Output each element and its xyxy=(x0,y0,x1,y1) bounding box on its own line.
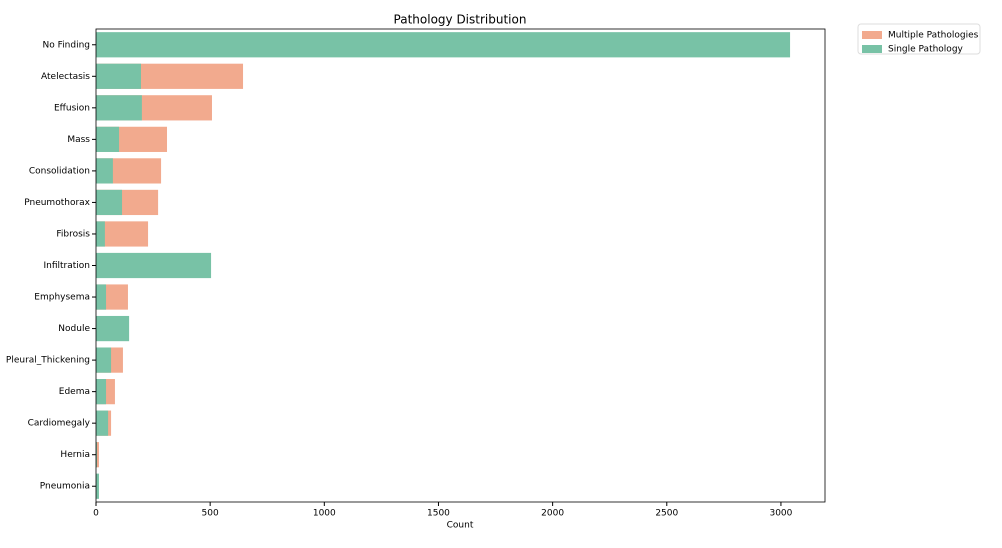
legend-label: Single Pathology xyxy=(888,45,964,55)
bar xyxy=(96,126,120,152)
x-tick-label: 2500 xyxy=(655,509,678,519)
x-axis-label: Count xyxy=(447,521,474,531)
bar xyxy=(96,410,109,436)
y-tick-label: Cardiomegaly xyxy=(28,419,91,429)
bar xyxy=(96,442,99,468)
y-tick-label: Atelectasis xyxy=(41,72,90,82)
bar xyxy=(96,158,113,184)
bar xyxy=(96,95,142,121)
y-tick-label: Effusion xyxy=(54,103,90,113)
y-tick-label: Mass xyxy=(67,135,90,145)
y-tick-label: Pneumothorax xyxy=(24,198,90,208)
bar xyxy=(96,189,123,216)
y-tick-label: Consolidation xyxy=(29,166,90,176)
bar xyxy=(96,32,791,58)
x-tick-label: 1500 xyxy=(427,509,450,519)
legend-label: Multiple Pathologies xyxy=(888,31,979,41)
x-tick-label: 3000 xyxy=(769,509,792,519)
bar xyxy=(96,252,212,279)
bar xyxy=(96,442,97,468)
chart-title: Pathology Distribution xyxy=(394,13,527,27)
legend-box xyxy=(857,23,981,55)
legend-swatch xyxy=(862,31,882,39)
y-tick-label: Fibrosis xyxy=(56,229,90,239)
legend-swatch xyxy=(862,45,882,53)
bar xyxy=(96,315,130,342)
y-tick-label: No Finding xyxy=(43,40,90,50)
x-tick-label: 500 xyxy=(202,509,219,519)
y-tick-label: Edema xyxy=(59,387,90,397)
bar xyxy=(96,347,112,373)
y-tick-label: Pleural_Thickening xyxy=(6,356,90,366)
bar xyxy=(96,379,107,405)
x-tick-label: 1000 xyxy=(313,509,336,519)
y-tick-label: Hernia xyxy=(60,450,90,460)
y-tick-label: Emphysema xyxy=(34,293,90,303)
bar xyxy=(96,473,99,499)
x-tick-label: 2000 xyxy=(541,509,564,519)
bar xyxy=(96,284,107,310)
y-tick-label: Infiltration xyxy=(43,261,90,271)
plot-frame xyxy=(95,28,826,503)
y-tick-label: Pneumonia xyxy=(40,482,90,492)
x-tick-label: 0 xyxy=(93,509,99,519)
y-tick-label: Nodule xyxy=(58,324,90,334)
bar xyxy=(96,221,105,247)
bar xyxy=(96,63,141,89)
